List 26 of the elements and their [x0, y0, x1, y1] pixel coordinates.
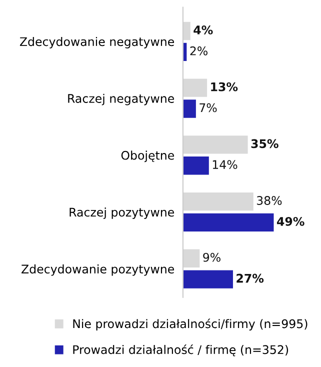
- bar: [182, 192, 254, 211]
- bar: [182, 78, 208, 97]
- y-tick-label: Obojętne: [121, 150, 174, 162]
- data-label: 14%: [212, 160, 238, 170]
- bar: [182, 136, 248, 154]
- data-label: 13%: [211, 82, 238, 92]
- y-tick-label: Raczej negatywne: [68, 94, 174, 106]
- legend-label: Nie prowadzi działalności/firmy (n=995): [73, 318, 308, 330]
- data-label: 27%: [236, 274, 264, 283]
- data-label: 49%: [276, 216, 304, 226]
- bar: [182, 213, 274, 232]
- data-label: 9%: [203, 252, 220, 262]
- data-label: 35%: [251, 139, 278, 148]
- legend-label: Prowadzi działalność / firmę (n=352): [73, 344, 288, 356]
- y-tick-label: Raczej pozytywne: [70, 208, 174, 219]
- bar: [182, 22, 190, 40]
- bar: [182, 270, 233, 288]
- data-label: 2%: [190, 46, 208, 56]
- bar: [182, 249, 200, 268]
- y-tick-label: Zdecydowanie pozytywne: [22, 264, 174, 276]
- data-label: 7%: [200, 103, 217, 112]
- data-label: 4%: [194, 25, 213, 34]
- bar: [182, 100, 196, 118]
- y-tick-label: Zdecydowanie negatywne: [20, 36, 174, 48]
- bar: [182, 156, 209, 175]
- data-label: 38%: [256, 196, 282, 205]
